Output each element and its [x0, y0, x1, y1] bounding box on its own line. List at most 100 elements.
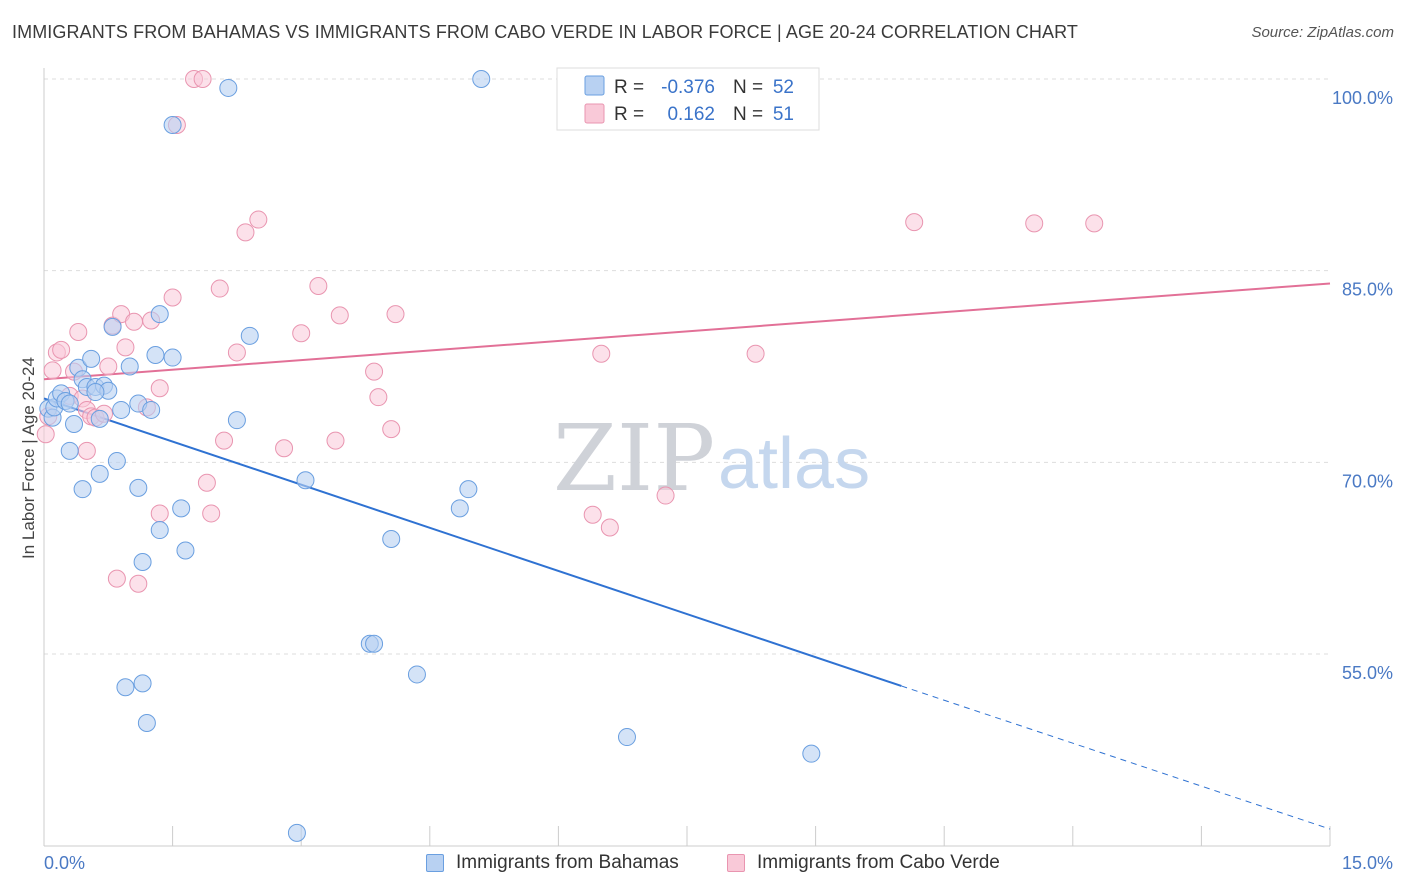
point-cabo-verde-47 — [600, 518, 619, 537]
point-cabo-verde-28 — [193, 70, 212, 88]
point-bahamas-29 — [150, 305, 169, 324]
grid-lines — [44, 78, 1330, 655]
point-bahamas-33 — [172, 499, 191, 518]
x-tick-label-0: 0.0% — [44, 853, 85, 873]
point-cabo-verde-7 — [69, 323, 88, 341]
point-cabo-verde-46 — [592, 344, 611, 363]
point-bahamas-11 — [73, 480, 92, 499]
watermark-zip: ZIP — [553, 405, 715, 512]
legend-top-n-label-cabo-verde: N = — [733, 104, 763, 125]
tick-labels: 100.0% 85.0% 70.0% 55.0% 0.0% 15.0% — [44, 88, 1393, 873]
point-cabo-verde-23 — [150, 504, 169, 523]
trend-line-bahamas-extension — [901, 685, 1331, 830]
legend-top-swatch-bahamas — [584, 75, 605, 96]
point-bahamas-38 — [287, 823, 306, 842]
point-bahamas-50 — [116, 678, 135, 697]
source-credit: Source: ZipAtlas.com — [1251, 24, 1394, 41]
point-cabo-verde-42 — [369, 388, 388, 407]
point-cabo-verde-14 — [99, 357, 118, 376]
trend-line-cabo-verde — [43, 282, 1331, 381]
point-bahamas-19 — [103, 317, 122, 336]
point-bahamas-41 — [365, 634, 384, 653]
point-bahamas-42 — [382, 530, 401, 548]
points-bahamas — [39, 70, 821, 842]
y-tick-label-2: 70.0% — [1342, 471, 1393, 491]
point-cabo-verde-40 — [330, 306, 349, 325]
axes — [43, 68, 1331, 847]
trend-line-bahamas — [43, 397, 902, 687]
legend-top-swatch-cabo-verde — [584, 103, 605, 124]
legend-label-cabo-verde: Immigrants from Cabo Verde — [757, 852, 1000, 873]
point-bahamas-28 — [146, 346, 165, 364]
legend-top-n-value-bahamas: 52 — [773, 77, 794, 98]
point-cabo-verde-24 — [150, 379, 169, 398]
point-bahamas-46 — [472, 70, 491, 88]
point-cabo-verde-20 — [129, 574, 148, 593]
point-cabo-verde-37 — [292, 324, 311, 343]
point-cabo-verde-43 — [382, 420, 401, 439]
point-cabo-verde-38 — [309, 277, 328, 295]
legend-top-r-value-bahamas: -0.376 — [661, 77, 715, 98]
point-cabo-verde-50 — [905, 213, 924, 232]
chart-title: IMMIGRANTS FROM BAHAMAS VS IMMIGRANTS FR… — [12, 22, 1078, 42]
legend-top-n-value-cabo-verde: 51 — [773, 104, 794, 125]
points-cabo-verde — [36, 70, 1104, 593]
point-bahamas-16 — [90, 464, 109, 483]
point-bahamas-26 — [137, 714, 156, 732]
point-bahamas-39 — [296, 471, 315, 490]
legend-swatch-cabo-verde — [727, 854, 745, 872]
point-cabo-verde-39 — [326, 431, 345, 450]
point-bahamas-36 — [227, 411, 246, 430]
legend-label-bahamas: Immigrants from Bahamas — [456, 852, 679, 873]
point-cabo-verde-29 — [197, 473, 216, 492]
point-cabo-verde-34 — [236, 223, 255, 242]
point-cabo-verde-4 — [52, 340, 71, 359]
point-cabo-verde-48 — [656, 486, 675, 505]
point-cabo-verde-16 — [107, 569, 126, 588]
point-cabo-verde-18 — [116, 338, 135, 357]
point-bahamas-43 — [407, 665, 426, 684]
point-bahamas-49 — [133, 674, 152, 693]
point-bahamas-35 — [219, 78, 238, 97]
legend-item-bahamas: Immigrants from Bahamas — [426, 852, 679, 874]
point-cabo-verde-2 — [43, 361, 62, 380]
point-cabo-verde-30 — [202, 504, 221, 523]
point-cabo-verde-45 — [583, 505, 602, 524]
point-cabo-verde-10 — [77, 441, 96, 460]
point-bahamas-27 — [142, 400, 161, 419]
point-bahamas-45 — [459, 480, 478, 499]
point-bahamas-48 — [802, 744, 821, 763]
point-bahamas-7 — [60, 441, 79, 460]
point-bahamas-6 — [60, 394, 79, 413]
point-cabo-verde-51 — [1025, 214, 1044, 233]
point-bahamas-37 — [240, 326, 259, 345]
point-cabo-verde-44 — [386, 305, 405, 324]
legend-top: R = -0.376 N = 52 R = 0.162 N = 51 — [556, 67, 820, 131]
point-bahamas-22 — [120, 357, 139, 376]
legend-bottom: Immigrants from Bahamas Immigrants from … — [0, 852, 1406, 878]
point-bahamas-25 — [133, 553, 152, 571]
y-tick-label-1: 85.0% — [1342, 280, 1393, 300]
point-bahamas-24 — [129, 478, 148, 497]
point-cabo-verde-36 — [275, 439, 294, 458]
point-bahamas-30 — [150, 521, 169, 540]
legend-item-cabo-verde: Immigrants from Cabo Verde — [727, 852, 1000, 874]
point-bahamas-34 — [176, 541, 195, 560]
point-bahamas-31 — [163, 116, 182, 134]
watermark-atlas: atlas — [718, 424, 870, 504]
point-bahamas-21 — [112, 400, 131, 419]
y-axis-label: In Labor Force | Age 20-24 — [19, 357, 38, 559]
point-cabo-verde-49 — [746, 344, 765, 363]
point-bahamas-32 — [163, 348, 182, 367]
legend-top-n-label-bahamas: N = — [733, 77, 763, 98]
y-tick-label-0: 100.0% — [1332, 88, 1393, 108]
point-cabo-verde-41 — [365, 362, 384, 381]
x-tick-label-1: 15.0% — [1342, 853, 1393, 873]
point-cabo-verde-32 — [215, 431, 234, 450]
legend-top-r-value-cabo-verde: 0.162 — [667, 104, 715, 125]
point-bahamas-51 — [86, 383, 105, 402]
point-cabo-verde-25 — [163, 288, 182, 307]
trend-lines — [43, 282, 1331, 830]
point-cabo-verde-19 — [125, 312, 144, 331]
